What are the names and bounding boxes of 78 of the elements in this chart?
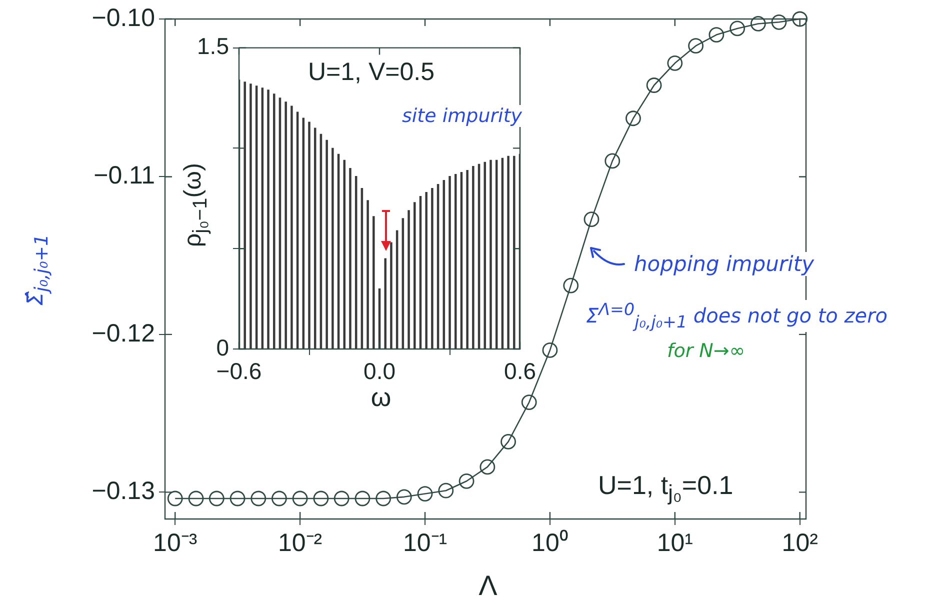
bar: [326, 140, 328, 349]
bar: [244, 82, 246, 349]
point: [438, 482, 454, 498]
x-tick-label: 10¹: [656, 528, 693, 557]
x-tick-label: −0.6: [216, 358, 262, 384]
point: [417, 486, 433, 502]
annotation: for N→∞: [665, 340, 748, 362]
x-tick-label: 0.6: [504, 358, 536, 384]
annotation: hopping impurity: [632, 252, 816, 276]
annotation: Σ$^{Λ=0}$$_{j₀,j₀+1}$ does not go to zero: [584, 300, 890, 332]
point: [730, 20, 746, 36]
point: [604, 153, 620, 169]
y-tick-label: −0.12: [92, 319, 155, 348]
bar: [414, 202, 416, 349]
annotation: site impurity: [400, 105, 524, 127]
y-tick-label: 1.5: [197, 33, 229, 60]
bar: [513, 156, 516, 349]
bar: [490, 160, 492, 349]
bar: [448, 176, 451, 349]
point: [750, 16, 766, 32]
bar: [290, 106, 293, 349]
bar: [507, 156, 510, 349]
point: [688, 38, 704, 54]
bar: [349, 168, 352, 349]
bar: [272, 94, 276, 349]
point: [626, 110, 641, 126]
bar: [332, 148, 334, 349]
bar: [250, 84, 252, 349]
point: [250, 490, 266, 506]
bar: [366, 200, 369, 349]
bar: [384, 258, 386, 349]
point: [376, 490, 392, 506]
bar: [390, 242, 392, 349]
x-tick-label: 10⁰: [532, 528, 568, 557]
point: [458, 473, 474, 489]
x-tick-label: 10⁻²: [278, 528, 322, 557]
x-tick-label: 0.0: [364, 358, 396, 384]
bar: [431, 188, 434, 349]
x-axis-title: Λ: [478, 570, 498, 602]
point: [272, 490, 287, 506]
point: [208, 490, 224, 506]
y-tick-label: 0: [216, 334, 229, 360]
point: [771, 14, 787, 30]
annotation: U=1, V=0.5: [308, 58, 434, 87]
point: [354, 490, 370, 506]
x-tick-label: 10⁻³: [153, 528, 198, 557]
point: [500, 434, 516, 450]
point: [188, 490, 204, 506]
bar: [372, 216, 375, 349]
bar: [308, 122, 310, 349]
point: [563, 278, 579, 294]
point: [334, 490, 350, 506]
bar: [425, 192, 428, 349]
point: [708, 27, 724, 42]
bar: [466, 170, 468, 349]
point: [521, 394, 537, 410]
bar: [472, 166, 474, 349]
point: [480, 459, 496, 475]
bar: [267, 90, 270, 349]
point: [292, 490, 308, 506]
point: [313, 490, 329, 506]
x-tick-label: 10⁻¹: [402, 528, 448, 557]
y-tick-label: −0.11: [94, 162, 155, 190]
y-tick-label: −0.13: [92, 477, 155, 506]
y-tick-label: −0.10: [92, 4, 155, 32]
bar: [284, 102, 287, 349]
x-axis-title: ω: [370, 382, 392, 413]
point: [667, 55, 683, 71]
bar: [408, 210, 410, 349]
x-tick-label: 10²: [782, 528, 818, 557]
point: [396, 489, 412, 505]
annotation: U=1, t$_{j₀}$=0.1: [598, 470, 734, 506]
point: [230, 490, 246, 506]
point: [542, 342, 558, 358]
point: [646, 78, 662, 93]
point: [584, 212, 600, 228]
point: [792, 11, 808, 27]
point: [167, 490, 183, 506]
